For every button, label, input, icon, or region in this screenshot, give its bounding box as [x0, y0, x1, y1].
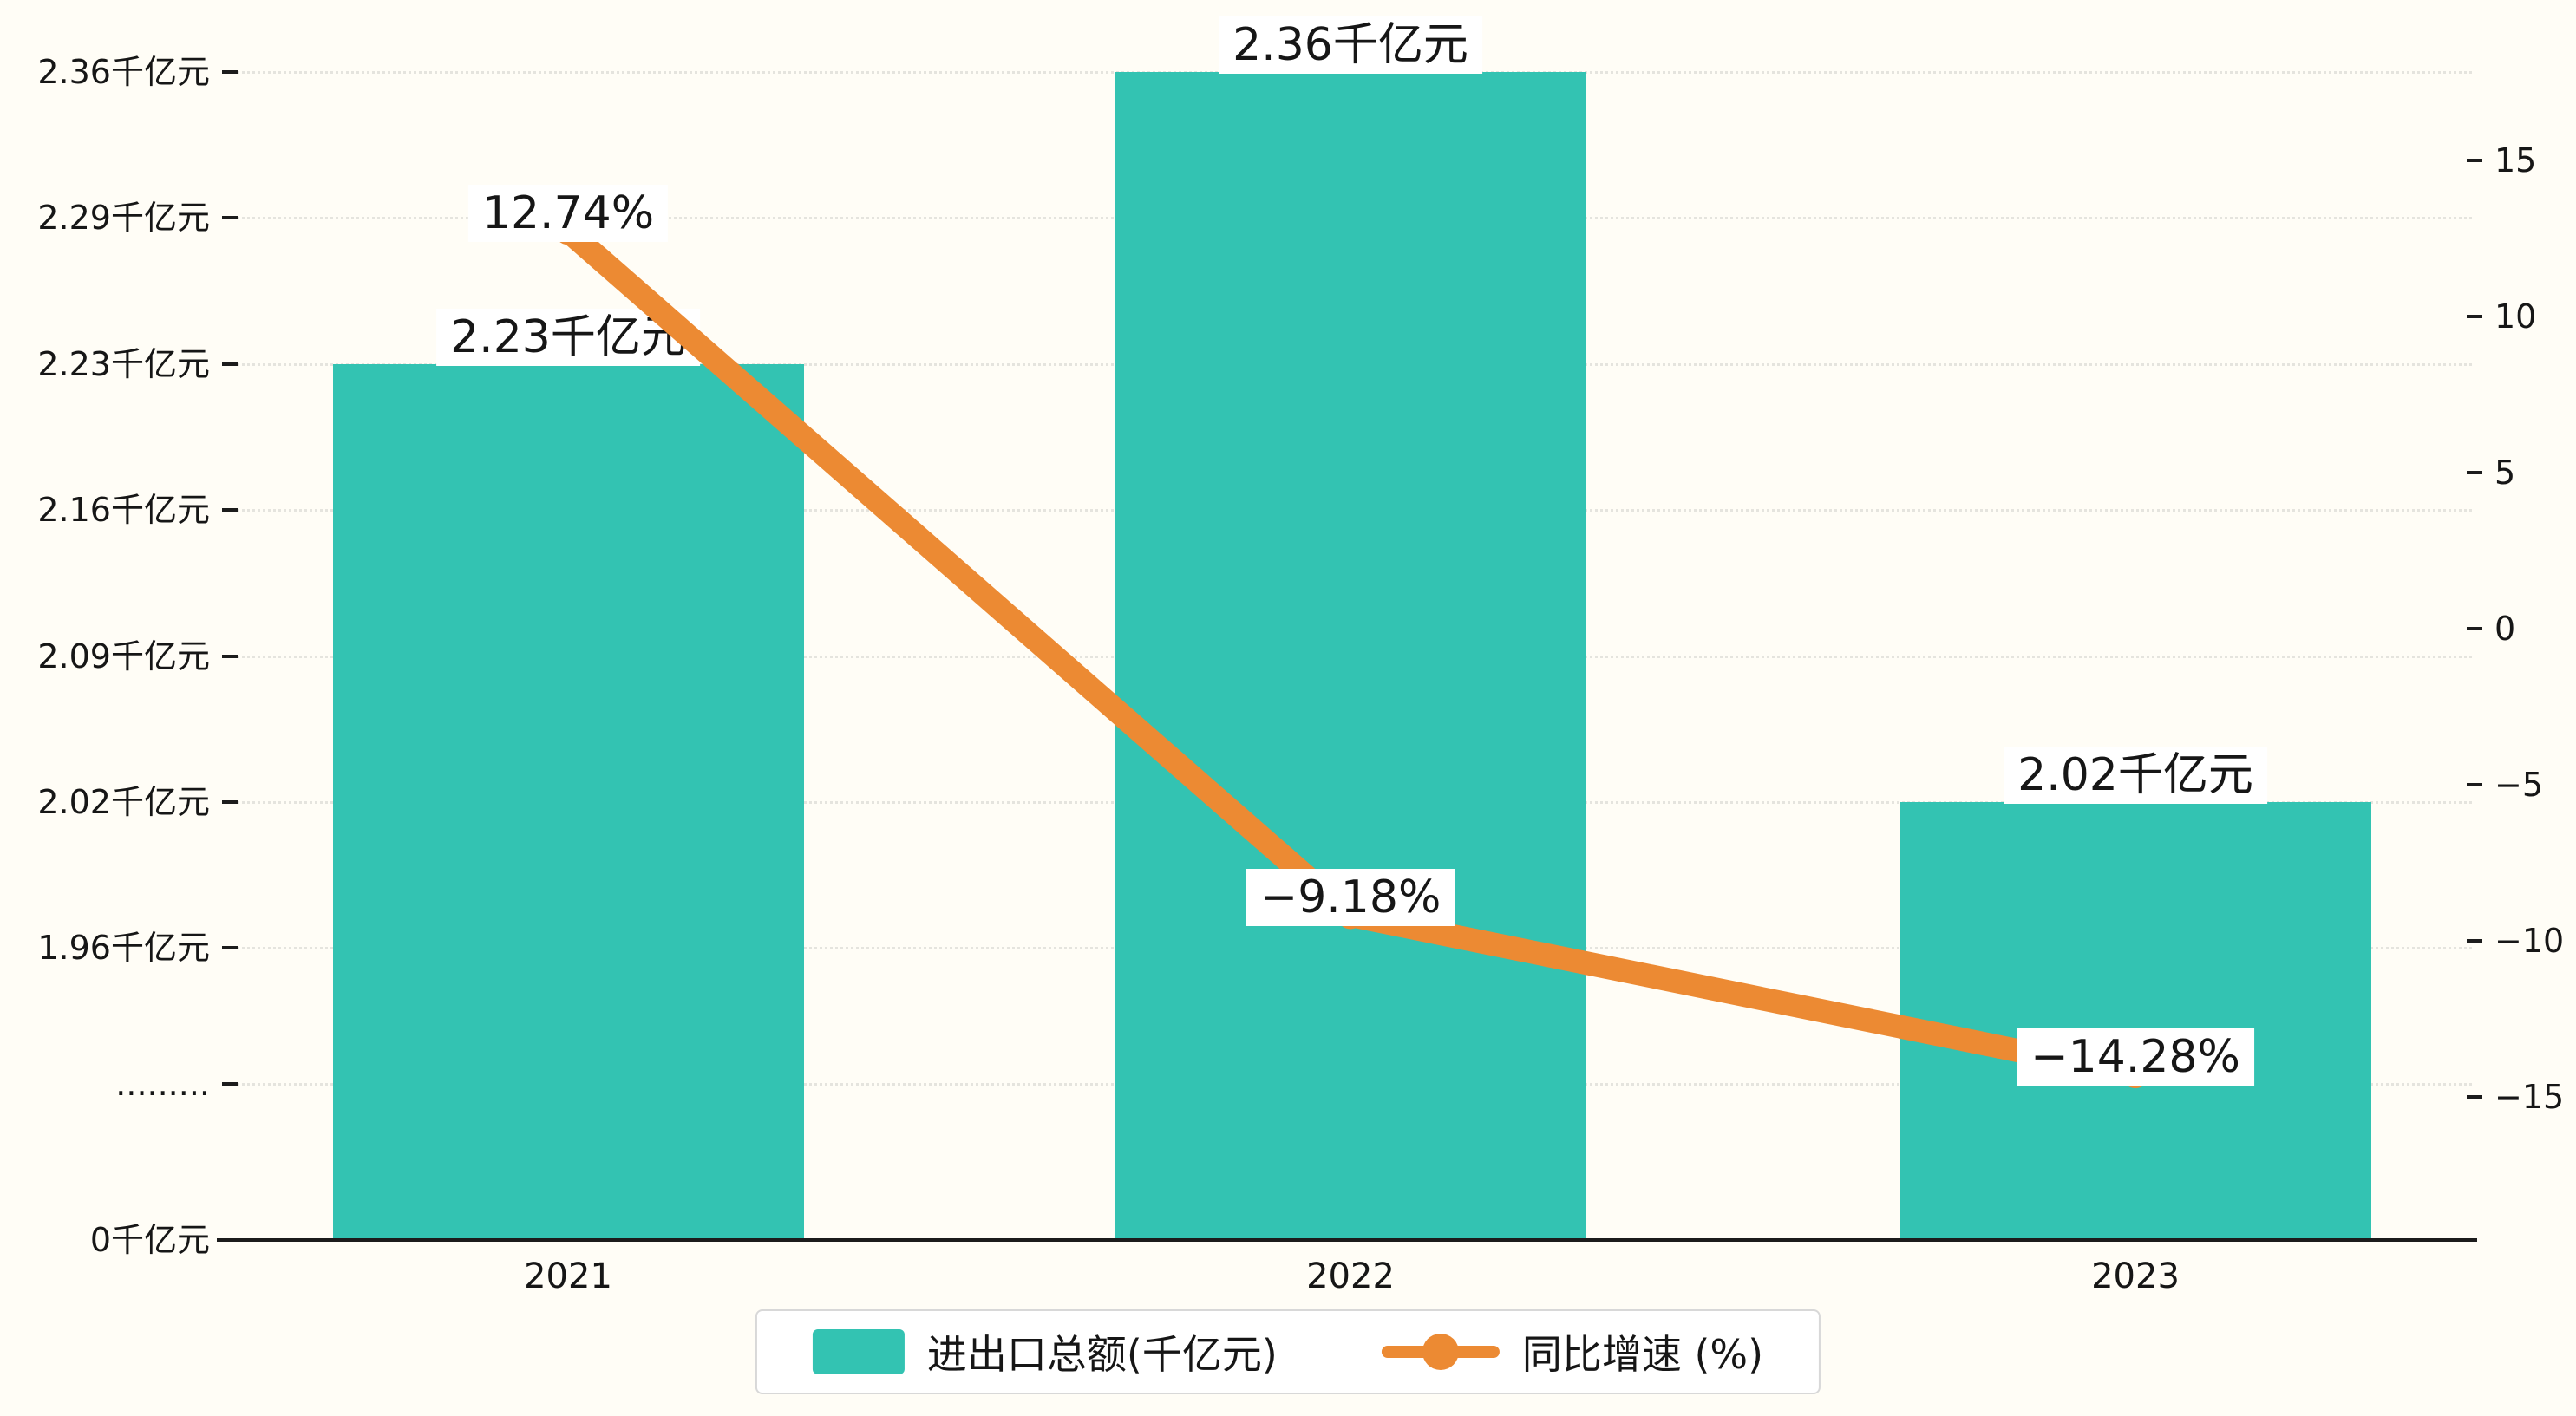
y-axis-tick-mark	[222, 654, 238, 658]
bar-2022[interactable]	[1115, 72, 1586, 1240]
x-axis-label-2021: 2021	[524, 1256, 612, 1296]
bar-value-label: 2.36千亿元	[1219, 16, 1482, 74]
y2-axis-tick-label: 5	[2494, 454, 2516, 492]
legend-item-bar[interactable]: 进出口总额(千亿元)	[812, 1323, 1278, 1380]
legend: 进出口总额(千亿元) 同比增速 (%)	[755, 1309, 1821, 1394]
y2-axis-tick-mark	[2467, 159, 2482, 162]
y-axis-tick-label: 2.29千亿元	[37, 199, 210, 238]
line-value-label: −14.28%	[2017, 1028, 2254, 1086]
y-axis-tick-label: .........	[115, 1065, 210, 1103]
bar-value-label: 2.02千亿元	[2004, 747, 2267, 804]
y2-axis-tick-mark	[2467, 783, 2482, 786]
y2-axis-tick-label: −10	[2494, 922, 2565, 960]
y-axis-tick-mark	[222, 70, 238, 74]
y2-axis-tick-label: −15	[2494, 1078, 2565, 1116]
y2-axis-tick-mark	[2467, 471, 2482, 474]
x-axis-label-2023: 2023	[2091, 1256, 2180, 1296]
legend-label: 进出口总额(千亿元)	[926, 1331, 1278, 1378]
line-value-label: −9.18%	[1246, 869, 1455, 927]
legend-dot-icon	[1422, 1334, 1459, 1370]
x-axis-label-2022: 2022	[1306, 1256, 1395, 1296]
y2-axis-tick-label: 15	[2494, 141, 2537, 179]
y-axis-tick-mark	[222, 946, 238, 950]
y-axis-tick-label: 2.16千亿元	[37, 491, 210, 530]
y2-axis-tick-mark	[2467, 1095, 2482, 1099]
y2-axis-tick-label: −5	[2494, 766, 2544, 804]
y-axis-tick-label: 1.96千亿元	[37, 929, 210, 968]
y-axis-tick-mark	[222, 800, 238, 804]
y-axis-tick-label: 2.09千亿元	[37, 636, 210, 675]
bar-2023[interactable]	[1899, 802, 2371, 1240]
legend-label: 同比增速 (%)	[1521, 1331, 1764, 1378]
y-axis-tick-label: 2.36千亿元	[37, 53, 210, 91]
y2-axis-tick-mark	[2467, 939, 2482, 943]
y-axis-tick-mark	[222, 362, 238, 366]
x-axis-line	[217, 1238, 2477, 1242]
legend-bar-swatch-icon	[812, 1329, 905, 1374]
y-axis-tick-mark	[222, 216, 238, 220]
y2-axis-tick-label: 0	[2494, 610, 2516, 648]
legend-item-line[interactable]: 同比增速 (%)	[1381, 1323, 1764, 1380]
y2-axis-tick-mark	[2467, 315, 2482, 318]
bar-2021[interactable]	[332, 363, 804, 1240]
y-axis-tick-label: 2.02千亿元	[37, 783, 210, 821]
y-axis-tick-mark	[222, 508, 238, 512]
y-axis-tick-label: 2.23千亿元	[37, 344, 210, 383]
legend-line-marker-icon	[1381, 1329, 1500, 1374]
y-axis-tick-mark	[222, 1082, 238, 1086]
line-value-label: 12.74%	[467, 185, 669, 243]
y2-axis-tick-mark	[2467, 627, 2482, 630]
y-axis-tick-label: 0千亿元	[89, 1221, 210, 1259]
y2-axis-tick-label: 10	[2494, 297, 2537, 336]
